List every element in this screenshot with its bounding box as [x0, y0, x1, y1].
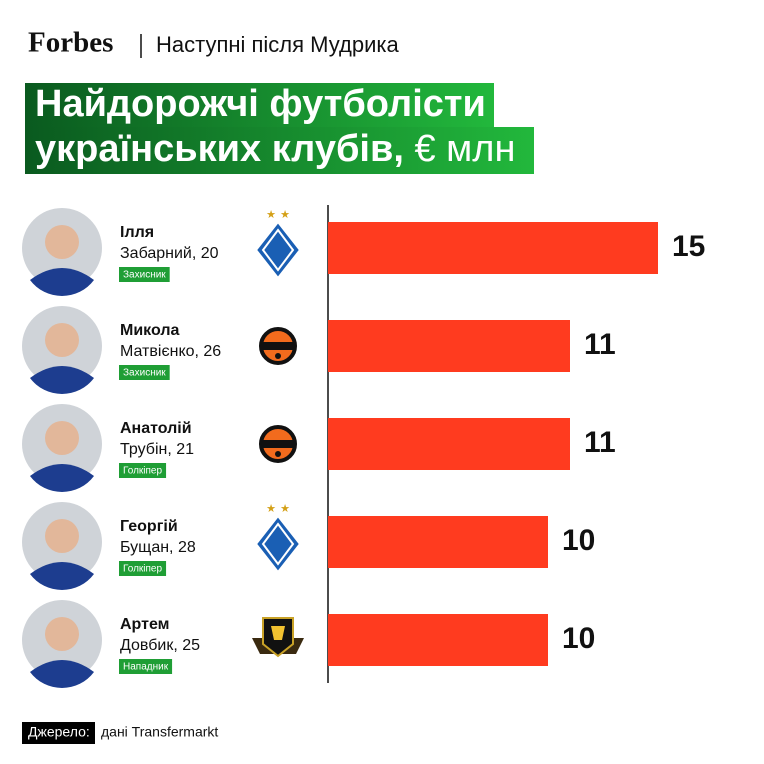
position: Захисник: [123, 368, 166, 379]
position: Голкіпер: [123, 466, 162, 477]
club-logo: [261, 228, 295, 272]
player-photo-head: [45, 323, 79, 357]
player-name: Анатолій: [120, 420, 192, 437]
title: українських клубів, € млн: [35, 128, 515, 170]
position-badge: [119, 365, 170, 380]
position: Захисник: [123, 270, 166, 281]
logo-star: ★: [266, 503, 276, 515]
source: дані Transfermarkt: [101, 724, 218, 740]
source-label-box: [22, 722, 95, 744]
bar: [328, 222, 658, 274]
club-logo: [254, 220, 302, 280]
unit: € млн: [414, 128, 515, 170]
position: Голкіпер: [123, 564, 162, 575]
player-name: Трубін, 21: [120, 441, 194, 458]
player-name: Матвієнко, 26: [120, 343, 221, 360]
title-box: [25, 83, 494, 128]
player-photo-head: [45, 617, 79, 651]
player-name: Микола: [120, 322, 180, 339]
position-badge: [119, 659, 173, 674]
club-logo: [275, 353, 281, 359]
player-name: Ілля: [120, 224, 154, 241]
player-photo-body: [30, 464, 94, 493]
club-logo: [261, 342, 295, 350]
bar: [328, 418, 570, 470]
subtitle: Наступні після Мудрика: [156, 32, 399, 57]
player-photo-head: [45, 421, 79, 455]
player-photo-body: [30, 660, 94, 688]
bar: [328, 516, 548, 568]
position-badge: [119, 267, 170, 282]
player-photo-head: [45, 519, 79, 553]
value-label: 15: [672, 230, 705, 263]
value-label: 11: [584, 328, 616, 361]
player-name: Артем: [120, 616, 169, 633]
position-badge: [119, 463, 167, 478]
club-logo: [271, 626, 285, 640]
title-box: [25, 127, 534, 174]
brand: Forbes: [28, 27, 113, 59]
player-photo-body: [30, 268, 94, 296]
player-name: Георгій: [120, 518, 178, 535]
player-name: Бущан, 28: [120, 539, 196, 556]
source-label: Джерело:: [28, 724, 90, 740]
player-name: Забарний, 20: [120, 245, 219, 262]
value-label: 10: [562, 524, 595, 557]
club-logo: [254, 514, 302, 574]
logo-star: ★: [280, 503, 290, 515]
title: українських клубів,: [35, 128, 404, 170]
logo-star: ★: [266, 209, 276, 221]
player-photo-body: [30, 562, 94, 590]
value-label: 11: [584, 426, 616, 459]
position: Нападник: [123, 662, 169, 673]
bar: [328, 614, 548, 666]
club-logo: [275, 451, 281, 457]
player-photo-head: [45, 225, 79, 259]
club-logo: [261, 440, 295, 448]
position-badge: [119, 561, 167, 576]
value-label: 10: [562, 622, 595, 655]
title: Найдорожчі футболісти: [35, 83, 486, 125]
logo-star: ★: [280, 209, 290, 221]
bar: [328, 320, 570, 372]
player-name: Довбик, 25: [120, 637, 200, 654]
club-logo: [261, 522, 295, 566]
player-photo-body: [30, 366, 94, 395]
